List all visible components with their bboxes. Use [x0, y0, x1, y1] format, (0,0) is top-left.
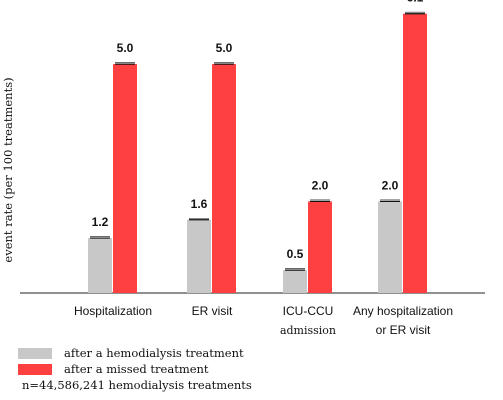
legend-label-hemodialysis: after a hemodialysis treatment — [64, 346, 244, 360]
data-label-series2-cat1: 5.0 — [117, 41, 134, 55]
bar-series2-cat2 — [212, 64, 236, 293]
bar-series2-cat1 — [113, 64, 137, 293]
data-label-series1-cat4: 2.0 — [382, 178, 399, 192]
sample-size-note: n=44,586,241 hemodialysis treatments — [22, 378, 252, 392]
data-label-series1-cat2: 1.6 — [191, 197, 208, 211]
data-label-series2-cat4: 6.1 — [407, 0, 424, 5]
legend-label-missed: after a missed treatment — [64, 362, 209, 376]
y-axis-label: event rate (per 100 treatments) — [1, 77, 15, 262]
bar-series1-cat1 — [88, 238, 112, 293]
legend-item-hemodialysis: after a hemodialysis treatment — [18, 346, 244, 360]
x-tick-label-cat3-line1: ICU-CCU — [283, 304, 334, 318]
x-tick-label-cat3-line2: admission — [280, 324, 336, 337]
data-label-series1-cat3: 0.5 — [287, 247, 304, 261]
data-label-series2-cat2: 5.0 — [216, 41, 233, 55]
x-tick-label-cat1-line1: Hospitalization — [74, 304, 152, 318]
bar-series1-cat3 — [283, 270, 307, 293]
legend-swatch-hemodialysis — [18, 347, 52, 359]
data-label-series1-cat1: 1.2 — [92, 215, 109, 229]
plot-area: 1.2 1.6 0.5 2.0 5.0 5.0 2.0 6.1 Hospitalization E… — [20, 0, 485, 337]
bar-series1-cat4 — [378, 201, 402, 293]
x-tick-label-cat4-line2: or ER visit — [376, 323, 431, 337]
bar-series2-cat3 — [308, 201, 332, 293]
legend-swatch-missed — [18, 363, 52, 375]
data-label-series2-cat3: 2.0 — [312, 178, 329, 192]
bar-series1-cat2 — [187, 219, 211, 293]
x-tick-label-cat2-line1: ER visit — [192, 304, 233, 318]
legend-item-missed: after a missed treatment — [18, 362, 209, 376]
x-tick-label-cat4-line1: Any hospitalization — [353, 304, 453, 318]
bar-series2-cat4 — [403, 13, 427, 293]
